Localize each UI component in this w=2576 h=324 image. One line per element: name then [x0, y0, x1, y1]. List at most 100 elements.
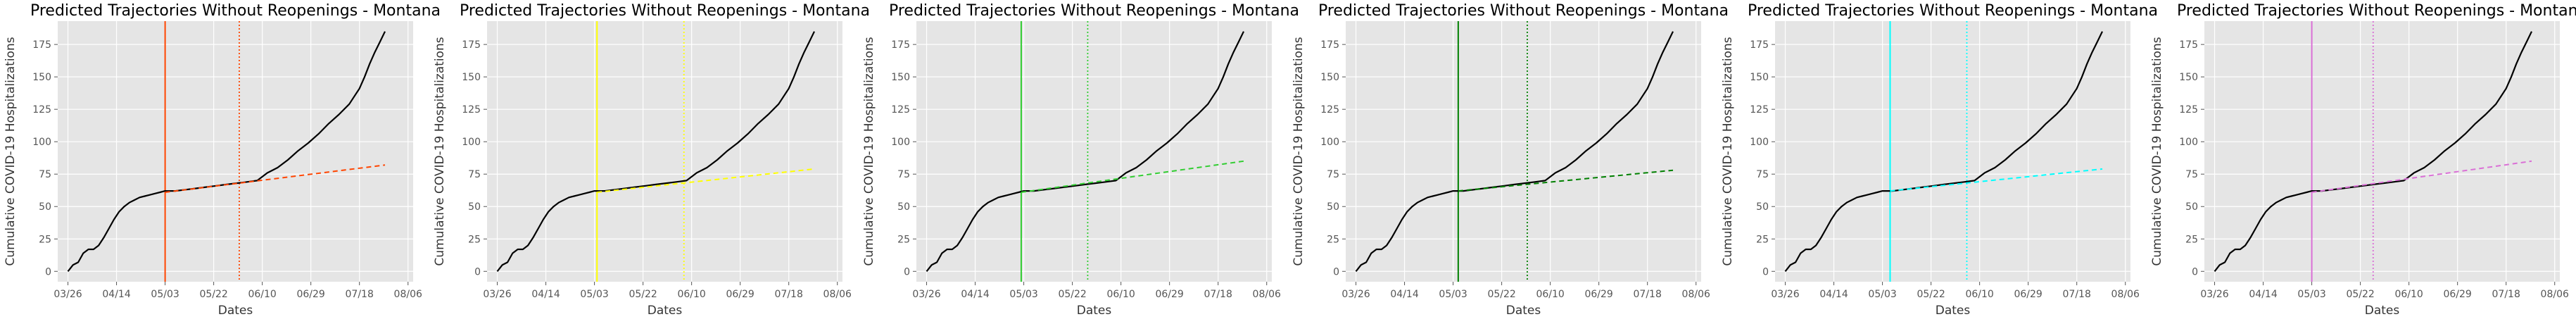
x-tick-label: 06/29 — [1155, 289, 1183, 300]
chart-title: Predicted Trajectories Without Reopening… — [1318, 2, 1729, 20]
chart-title: Predicted Trajectories Without Reopening… — [2177, 2, 2576, 20]
x-tick-label: 06/29 — [2443, 289, 2471, 300]
y-tick-label: 100 — [2179, 137, 2198, 148]
x-tick-label: 04/14 — [1390, 289, 1418, 300]
y-tick-label: 75 — [39, 169, 51, 180]
y-tick-label: 50 — [39, 201, 51, 213]
y-tick-label: 150 — [2179, 72, 2198, 83]
prediction-line — [1458, 169, 1674, 192]
y-tick-label: 150 — [32, 72, 51, 83]
y-tick-label: 0 — [474, 266, 481, 278]
y-tick-label: 75 — [1756, 169, 1769, 180]
y-tick-label: 150 — [462, 72, 481, 83]
y-tick-label: 0 — [904, 266, 910, 278]
x-tick-label: 03/26 — [1341, 289, 1370, 300]
prediction-line — [1021, 160, 1244, 193]
x-tick-label: 08/06 — [1682, 289, 1710, 300]
x-tick-label: 04/14 — [531, 289, 560, 300]
prediction-line — [597, 168, 815, 193]
y-tick-label: 175 — [1320, 39, 1339, 51]
y-tick-label: 100 — [32, 137, 51, 148]
y-axis-label: Cumulative COVID-19 Hospitalizations — [1721, 37, 1735, 266]
x-tick-label: 08/06 — [823, 289, 852, 300]
x-tick-label: 05/03 — [151, 289, 179, 300]
y-tick-label: 125 — [462, 104, 481, 116]
observed-line — [496, 31, 815, 272]
x-tick-label: 05/22 — [1917, 289, 1945, 300]
y-tick-label: 25 — [1756, 234, 1769, 245]
chart-title: Predicted Trajectories Without Reopening… — [460, 2, 870, 20]
y-tick-label: 25 — [1327, 234, 1339, 245]
x-tick-label: 07/18 — [346, 289, 374, 300]
y-tick-label: 75 — [468, 169, 481, 180]
y-tick-label: 100 — [462, 137, 481, 148]
x-tick-label: 07/18 — [2063, 289, 2091, 300]
y-tick-label: 150 — [1750, 72, 1769, 83]
chart-panel-5: 0 25 50 75 100 125 150 175 03/26 04/14 05/03 05/22 0… — [1721, 2, 2158, 318]
chart-panel-4: 0 25 50 75 100 125 150 175 03/26 04/14 05/03 05/22 0… — [1292, 2, 1729, 318]
x-tick-label: 06/29 — [726, 289, 754, 300]
y-tick-label: 100 — [891, 137, 910, 148]
y-tick-label: 0 — [2192, 266, 2198, 278]
x-tick-label: 03/26 — [912, 289, 940, 300]
prediction-line — [1890, 168, 2103, 192]
x-axis-label: Dates — [1506, 304, 1541, 318]
plot-area — [487, 21, 842, 282]
x-tick-label: 07/18 — [775, 289, 803, 300]
y-tick-label: 125 — [891, 104, 910, 116]
x-tick-label: 06/10 — [248, 289, 276, 300]
y-axis-label: Cumulative COVID-19 Hospitalizations — [862, 37, 876, 266]
y-axis-label: Cumulative COVID-19 Hospitalizations — [4, 37, 18, 266]
prediction-line — [2311, 160, 2532, 193]
x-tick-label: 06/29 — [296, 289, 324, 300]
y-tick-label: 25 — [2185, 234, 2198, 245]
x-tick-label: 06/10 — [1106, 289, 1135, 300]
x-tick-label: 05/22 — [1058, 289, 1086, 300]
x-tick-label: 03/26 — [483, 289, 511, 300]
x-tick-label: 08/06 — [2111, 289, 2140, 300]
chart-panel-6: 0 25 50 75 100 125 150 175 03/26 04/14 05/03 05/22 0… — [2150, 2, 2576, 318]
x-tick-label: 06/29 — [1584, 289, 1612, 300]
y-tick-label: 0 — [1333, 266, 1339, 278]
x-tick-label: 05/22 — [1487, 289, 1515, 300]
y-tick-label: 75 — [2185, 169, 2198, 180]
y-tick-label: 50 — [2185, 201, 2198, 213]
y-axis-label: Cumulative COVID-19 Hospitalizations — [1292, 37, 1306, 266]
x-tick-label: 03/26 — [2200, 289, 2228, 300]
x-tick-label: 05/03 — [1009, 289, 1037, 300]
y-tick-label: 150 — [891, 72, 910, 83]
y-tick-label: 100 — [1750, 137, 1769, 148]
y-tick-label: 125 — [1320, 104, 1339, 116]
x-axis-label: Dates — [2365, 304, 2400, 318]
y-tick-label: 75 — [1327, 169, 1339, 180]
prediction-line — [165, 164, 386, 193]
x-tick-label: 04/14 — [2249, 289, 2277, 300]
y-tick-label: 175 — [891, 39, 910, 51]
plot-area — [916, 21, 1272, 282]
x-tick-label: 07/18 — [1634, 289, 1662, 300]
y-tick-label: 50 — [1327, 201, 1339, 213]
y-tick-label: 50 — [897, 201, 910, 213]
x-tick-label: 06/10 — [677, 289, 705, 300]
x-tick-label: 06/10 — [2394, 289, 2423, 300]
x-tick-label: 05/03 — [1868, 289, 1896, 300]
y-axis-label: Cumulative COVID-19 Hospitalizations — [433, 37, 447, 266]
x-axis-label: Dates — [648, 304, 683, 318]
y-tick-label: 25 — [897, 234, 910, 245]
x-tick-label: 07/18 — [1204, 289, 1232, 300]
x-tick-label: 03/26 — [1771, 289, 1799, 300]
x-tick-label: 05/03 — [1439, 289, 1467, 300]
chart-panel-1: 0 25 50 75 100 125 150 175 03/26 04/14 05/03 05/22 0… — [4, 2, 441, 318]
x-tick-label: 03/26 — [53, 289, 82, 300]
chart-title: Predicted Trajectories Without Reopening… — [1748, 2, 2158, 20]
plot-area — [1346, 21, 1701, 282]
y-tick-label: 75 — [897, 169, 910, 180]
y-tick-label: 125 — [2179, 104, 2198, 116]
x-tick-label: 06/10 — [1536, 289, 1564, 300]
x-tick-label: 08/06 — [394, 289, 422, 300]
y-tick-label: 175 — [462, 39, 481, 51]
x-tick-label: 07/18 — [2492, 289, 2520, 300]
chart-panel-2: 0 25 50 75 100 125 150 175 03/26 04/14 05/03 05/22 0… — [433, 2, 870, 318]
x-tick-label: 06/10 — [1965, 289, 1993, 300]
